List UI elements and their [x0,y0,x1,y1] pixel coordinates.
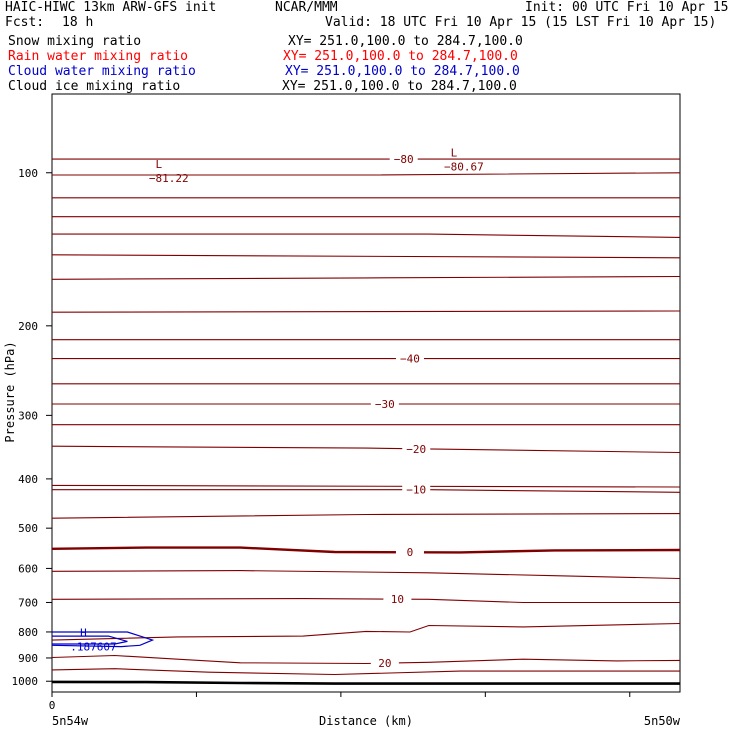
isotherm-label-bg [395,546,424,559]
y-tick-label: 1000 [12,675,39,688]
isotherm-line [51,598,680,604]
isotherm-label-bg [370,398,399,411]
y-tick-label: 700 [18,596,38,609]
isotherm-label: −40 [400,353,420,366]
center-label: NCAR/MMM [275,0,338,15]
isotherm-label-bg [389,153,418,166]
isotherm-label: −20 [406,443,426,456]
x-axis [51,692,631,697]
y-tick-label: 400 [18,473,38,486]
y-tick-label: 600 [18,562,38,575]
extremum-value: −81.22 [149,172,189,185]
init-time: Init: 00 UTC Fri 10 Apr 15 [525,0,729,15]
y-tick-label: 200 [18,320,38,333]
cloud-water-contours [51,631,155,648]
y-tick-label: 900 [18,652,38,665]
isotherm-line [52,489,681,493]
field-name-snow: Snow mixing ratio [8,34,142,49]
field-xy-cloud-water: XY= 251.0,100.0 to 284.7,100.0 [285,64,520,79]
forecast-label: Fcst: [5,15,45,30]
isotherm-line [51,445,681,454]
ground-surface-line [51,680,680,685]
field-xy-snow: XY= 251.0,100.0 to 284.7,100.0 [288,34,523,49]
isotherm-label-bg [402,483,431,496]
isotherm-label: 0 [407,546,414,559]
isotherm-label: 10 [391,593,404,606]
cloud-water-contour [51,631,155,648]
isotherm-line [51,622,681,641]
extremum-value: −80.67 [444,160,484,173]
isotherm-line [52,233,681,238]
model-title: HAIC-HIWC 13km ARW-GFS init [5,0,217,15]
temperature-contours: −80 −40 −30 −20 −10 0 10 20 [51,153,681,685]
isotherm-line [51,484,681,488]
field-xy-rain: XY= 251.0,100.0 to 284.7,100.0 [283,49,518,64]
x-left-location: 5n54w [52,714,89,728]
extremum-letter: L [451,146,458,159]
isotherm-line [52,172,681,176]
isotherm-label: −80 [394,153,414,166]
y-tick-label: 800 [18,626,38,639]
forecast-hour: 18 h [62,15,94,30]
isotherm-line [51,570,681,580]
field-name-rain: Rain water mixing ratio [8,49,189,64]
y-tick-label: 100 [18,167,38,180]
isotherm-line [51,668,680,676]
field-name-cloud-water: Cloud water mixing ratio [8,64,196,79]
isotherm-label-bg [395,352,424,365]
isotherm-label-bg [402,442,431,455]
isotherm-label-bg [383,593,412,606]
isotherm-line [51,310,681,313]
isotherm-line [51,254,681,259]
extremum-letter: H [80,626,87,639]
isotherm-label: −10 [406,484,426,497]
field-name-cloud-ice: Cloud ice mixing ratio [8,79,181,94]
isotherm-label: −30 [375,398,395,411]
y-tick-label: 500 [18,522,38,535]
valid-time: Valid: 18 UTC Fri 10 Apr 15 (15 LST Fri … [325,15,717,30]
x-start-label: 0 [49,699,56,712]
isotherm-line [51,513,681,519]
isotherm-line [51,546,681,554]
extremum-letter: L [155,158,162,171]
isotherm-label-bg [370,657,399,670]
x-axis-label: Distance (km) [319,714,413,728]
extrema-labels: L−81.22L−80.67H.187607 [70,146,484,653]
isotherm-line [51,275,681,280]
cloud-water-contour-inner [52,635,128,645]
y-axis: 100 200 300 400 500 600 700 800 900 1000 [12,167,52,688]
plot-frame [51,93,681,693]
isotherm-label: 20 [378,657,391,670]
y-tick-label: 300 [18,409,38,422]
y-axis-label: Pressure (hPa) [3,341,17,442]
x-right-location: 5n50w [644,714,681,728]
field-xy-cloud-ice: XY= 251.0,100.0 to 284.7,100.0 [282,79,517,94]
isotherm-line [51,654,681,665]
